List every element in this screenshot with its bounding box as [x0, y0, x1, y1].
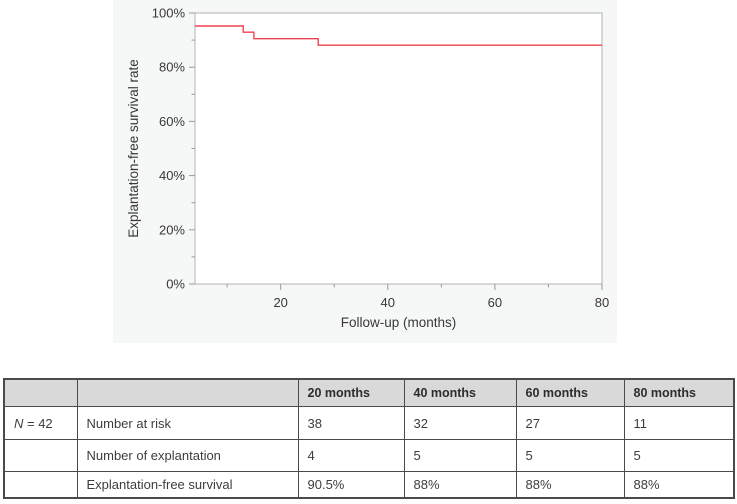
header-cell-20-months: 20 months: [297, 378, 405, 407]
y-tick-label: 80%: [159, 60, 185, 75]
table-row-number-of-explantation: Number of explantation 4 5 5 5: [3, 439, 735, 472]
table-cell: 38: [297, 406, 405, 440]
group-cell-empty: [3, 439, 78, 472]
table-header-row: 20 months 40 months 60 months 80 months: [3, 378, 735, 407]
y-tick-label: 60%: [159, 114, 185, 129]
table-cell: 11: [623, 406, 735, 440]
header-cell-40-months: 40 months: [403, 378, 517, 407]
header-cell-60-months: 60 months: [515, 378, 625, 407]
x-tick-label: 80: [595, 295, 609, 310]
y-tick-label: 100%: [152, 6, 186, 21]
table-cell: 4: [297, 439, 405, 472]
survival-curve: [195, 25, 602, 46]
row-label: Explantation-free survival: [76, 471, 299, 499]
y-tick-label: 0%: [166, 277, 185, 292]
y-tick-label: 40%: [159, 168, 185, 183]
header-cell-empty-2: [76, 378, 299, 407]
risk-table: 20 months 40 months 60 months 80 months …: [3, 378, 735, 499]
header-cell-empty-1: [3, 378, 78, 407]
x-axis-title: Follow-up (months): [341, 315, 457, 330]
group-cell-empty: [3, 471, 78, 499]
survival-chart-figure: 20 40 60 80 0% 20% 40% 60% 80% 100% Follow-up (mon…: [113, 0, 617, 343]
n-value: = 42: [23, 415, 53, 431]
row-label: Number at risk: [76, 406, 299, 440]
y-tick-label: 20%: [159, 222, 185, 237]
survival-chart: 20 40 60 80 0% 20% 40% 60% 80% 100% Follow-up (mon…: [126, 6, 609, 331]
table-cell: 88%: [623, 471, 735, 499]
header-cell-80-months: 80 months: [623, 378, 735, 407]
row-label: Number of explantation: [76, 439, 299, 472]
n-symbol: N: [14, 415, 24, 431]
table-cell: 5: [623, 439, 735, 472]
table-cell: 32: [403, 406, 517, 440]
table-row-number-at-risk: N = 42 Number at risk 38 32 27 11: [3, 406, 735, 440]
table-cell: 5: [515, 439, 625, 472]
table-cell: 5: [403, 439, 517, 472]
table-row-explantation-free-survival: Explantation-free survival 90.5% 88% 88%…: [3, 471, 735, 499]
x-tick-label: 20: [273, 295, 287, 310]
x-tick-label: 40: [381, 295, 395, 310]
table-cell: 88%: [403, 471, 517, 499]
table-cell: 27: [515, 406, 625, 440]
plot-area: [194, 12, 603, 285]
y-axis-title: Explantation-free survival rate: [126, 59, 141, 238]
x-tick-label: 60: [488, 295, 502, 310]
group-cell-n: N = 42: [3, 406, 78, 440]
table-cell: 88%: [515, 471, 625, 499]
table-cell: 90.5%: [297, 471, 405, 499]
